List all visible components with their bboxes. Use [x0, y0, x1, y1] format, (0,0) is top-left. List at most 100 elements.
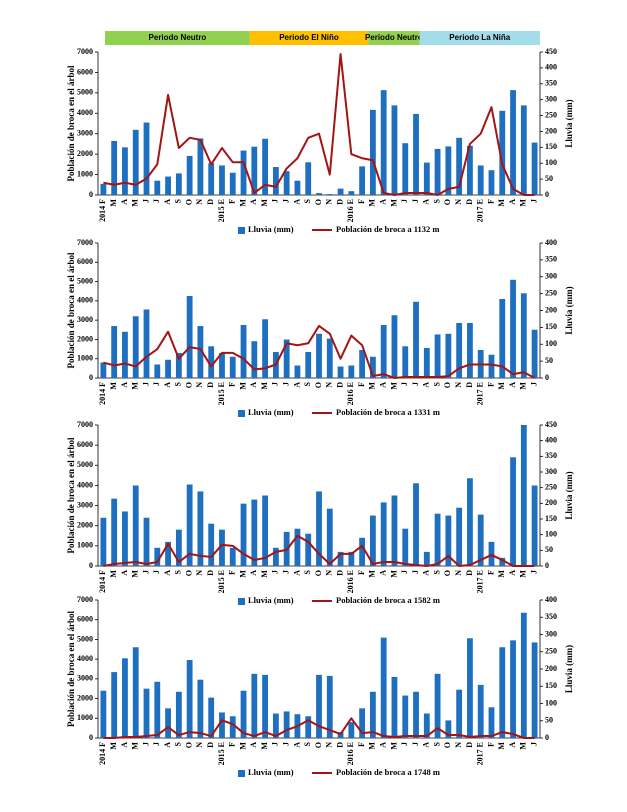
- y2-tick-label: 0: [545, 190, 549, 199]
- rain-bar: [294, 528, 301, 566]
- rain-bar: [434, 673, 441, 738]
- x-tick-label: A: [508, 382, 517, 388]
- rain-bar: [229, 172, 236, 195]
- rain-bar: [326, 675, 333, 738]
- x-tick-label: D: [335, 570, 344, 576]
- y-tick-label: 0: [89, 733, 93, 742]
- x-tick-label: 2016 E: [346, 742, 355, 765]
- rain-bar: [531, 329, 538, 378]
- x-tick-label: F: [228, 199, 237, 204]
- rain-bar: [359, 708, 366, 738]
- x-tick-label: J: [400, 570, 409, 574]
- y-axis-title: Población de broca en el árbol: [66, 252, 76, 369]
- x-tick-label: 2014 F: [98, 199, 107, 222]
- x-tick-label: A: [379, 570, 388, 576]
- x-tick-label: F: [357, 570, 366, 575]
- x-tick-label: 2017 E: [476, 382, 485, 405]
- y2-tick-label: 50: [545, 545, 553, 554]
- rain-bar: [380, 325, 387, 378]
- rain-bar: [186, 484, 193, 566]
- rain-bar: [111, 672, 118, 738]
- y2-tick-label: 100: [545, 158, 557, 167]
- rain-bar: [391, 676, 398, 738]
- x-tick-label: A: [249, 742, 258, 748]
- rain-bar: [165, 708, 171, 738]
- x-tick-label: J: [271, 382, 280, 386]
- x-tick-label: A: [379, 742, 388, 748]
- rain-bar: [456, 507, 463, 566]
- x-tick-label: S: [174, 381, 183, 386]
- rain-bar: [251, 673, 258, 738]
- rain-bar: [326, 508, 333, 566]
- rain-bar: [262, 674, 269, 738]
- x-tick-label: O: [314, 382, 323, 388]
- rain-bar: [499, 647, 506, 738]
- x-tick-label: M: [131, 742, 140, 750]
- rain-bar: [208, 163, 215, 195]
- x-tick-label: J: [141, 199, 150, 203]
- rain-bar: [348, 365, 355, 378]
- x-tick-label: M: [389, 199, 398, 207]
- rain-bar: [391, 495, 398, 566]
- x-tick-label: N: [195, 570, 204, 576]
- y-tick-label: 4000: [77, 108, 93, 117]
- rain-bar: [294, 365, 301, 378]
- rain-bar: [251, 499, 258, 566]
- y2-tick-label: 400: [545, 435, 557, 444]
- x-tick-label: M: [260, 199, 269, 207]
- x-tick-label: A: [120, 382, 129, 388]
- x-tick-label: M: [109, 742, 118, 750]
- x-tick-label: O: [443, 742, 452, 748]
- x-tick-label: J: [152, 742, 161, 746]
- rain-bar: [197, 491, 204, 566]
- rain-bar: [262, 319, 269, 378]
- legend-swatch: [238, 410, 245, 417]
- y2-tick-label: 200: [545, 305, 557, 314]
- rain-bar: [423, 162, 430, 195]
- y2-tick-label: 250: [545, 288, 557, 297]
- x-tick-label: A: [422, 742, 431, 748]
- rain-bar: [488, 354, 495, 378]
- x-tick-label: 2016 E: [346, 199, 355, 222]
- x-tick-label: J: [400, 742, 409, 746]
- x-tick-label: A: [163, 570, 172, 576]
- x-tick-label: D: [465, 199, 474, 205]
- y2-tick-label: 400: [545, 595, 557, 604]
- rain-bar: [369, 109, 376, 195]
- x-tick-label: A: [292, 742, 301, 748]
- rain-bar: [175, 353, 182, 378]
- x-tick-label: F: [486, 570, 495, 575]
- rain-bar: [165, 359, 171, 378]
- period-label: Periodo Neutro: [149, 33, 207, 42]
- y2-tick-label: 400: [545, 238, 557, 247]
- legend-swatch: [238, 598, 245, 605]
- rain-bar: [143, 309, 150, 378]
- x-tick-label: A: [422, 199, 431, 205]
- x-tick-label: J: [411, 570, 420, 574]
- x-tick-label: J: [141, 382, 150, 386]
- period-label: Periodo La Niña: [449, 33, 510, 42]
- x-tick-label: S: [432, 569, 441, 574]
- period-label: Periodo Neutro: [365, 33, 423, 42]
- rain-bar: [111, 140, 118, 195]
- y-tick-label: 1000: [77, 354, 93, 363]
- rain-bar: [208, 346, 215, 378]
- rain-bar: [186, 155, 193, 195]
- x-tick-label: 2015 E: [217, 199, 226, 222]
- rain-bar: [402, 346, 409, 378]
- y-tick-label: 1000: [77, 541, 93, 550]
- x-tick-label: A: [249, 199, 258, 205]
- x-tick-label: 2014 F: [98, 570, 107, 593]
- x-tick-label: D: [465, 742, 474, 748]
- y-tick-label: 3000: [77, 500, 93, 509]
- y-tick-label: 5000: [77, 634, 93, 643]
- x-tick-label: N: [454, 382, 463, 388]
- rain-bar: [423, 713, 430, 738]
- period-label: Periodo El Niño: [279, 33, 339, 42]
- rain-bar: [316, 491, 322, 566]
- rain-bar: [380, 637, 387, 738]
- legend-label: Población de broca a 1331 m: [336, 407, 440, 417]
- population-line: [103, 534, 535, 567]
- rain-bar: [348, 722, 355, 738]
- rain-bar: [445, 515, 452, 566]
